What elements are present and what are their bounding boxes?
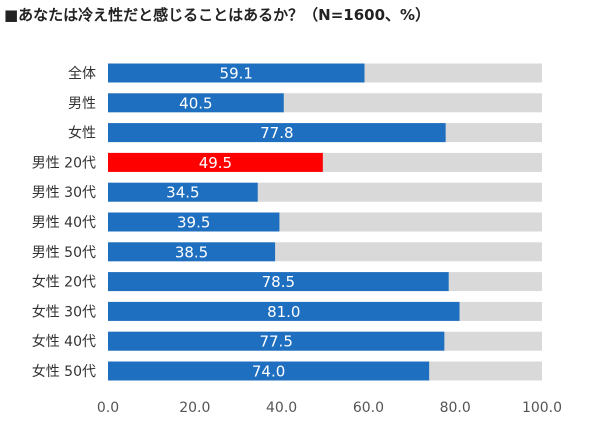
category-label: 男性 40代 bbox=[32, 215, 96, 231]
bar bbox=[108, 152, 323, 172]
data-label: 78.5 bbox=[262, 273, 295, 291]
bar bbox=[108, 242, 276, 262]
data-label: 40.5 bbox=[179, 94, 212, 112]
data-label: 49.5 bbox=[199, 154, 232, 172]
category-label: 女性 20代 bbox=[32, 274, 96, 291]
data-label: 74.0 bbox=[252, 363, 285, 381]
category-label: 全体 bbox=[68, 65, 96, 82]
x-tick-label: 60.0 bbox=[353, 400, 384, 416]
bar bbox=[108, 182, 258, 202]
bar bbox=[108, 301, 460, 321]
data-label: 81.0 bbox=[267, 303, 300, 321]
data-label: 77.8 bbox=[260, 124, 293, 142]
x-tick-label: 40.0 bbox=[266, 400, 297, 416]
x-tick-label: 20.0 bbox=[179, 400, 210, 416]
x-tick-label: 100.0 bbox=[522, 400, 562, 416]
category-label: 女性 bbox=[68, 125, 96, 142]
data-label: 59.1 bbox=[220, 65, 253, 83]
bar bbox=[108, 331, 445, 351]
x-tick-label: 0.0 bbox=[97, 400, 119, 416]
bar bbox=[108, 361, 430, 381]
bar bbox=[108, 123, 446, 143]
bar bbox=[108, 272, 449, 292]
data-label: 34.5 bbox=[166, 184, 199, 202]
category-label: 男性 30代 bbox=[32, 185, 96, 201]
category-label: 女性 30代 bbox=[32, 303, 96, 320]
data-label: 39.5 bbox=[177, 214, 210, 232]
category-label: 男性 bbox=[68, 96, 96, 112]
data-label: 38.5 bbox=[175, 243, 208, 261]
category-label: 女性 50代 bbox=[32, 363, 96, 380]
x-tick-label: 80.0 bbox=[440, 400, 471, 416]
bar bbox=[108, 212, 280, 232]
data-label: 77.5 bbox=[259, 333, 292, 351]
bar bbox=[108, 93, 284, 113]
chart-title: ■あなたは冷え性だと感じることはあるか？（N=1600、%） bbox=[4, 6, 431, 24]
category-label: 女性 40代 bbox=[32, 333, 96, 350]
category-label: 男性 50代 bbox=[32, 245, 96, 261]
bar bbox=[108, 63, 365, 83]
category-label: 男性 20代 bbox=[32, 155, 96, 171]
